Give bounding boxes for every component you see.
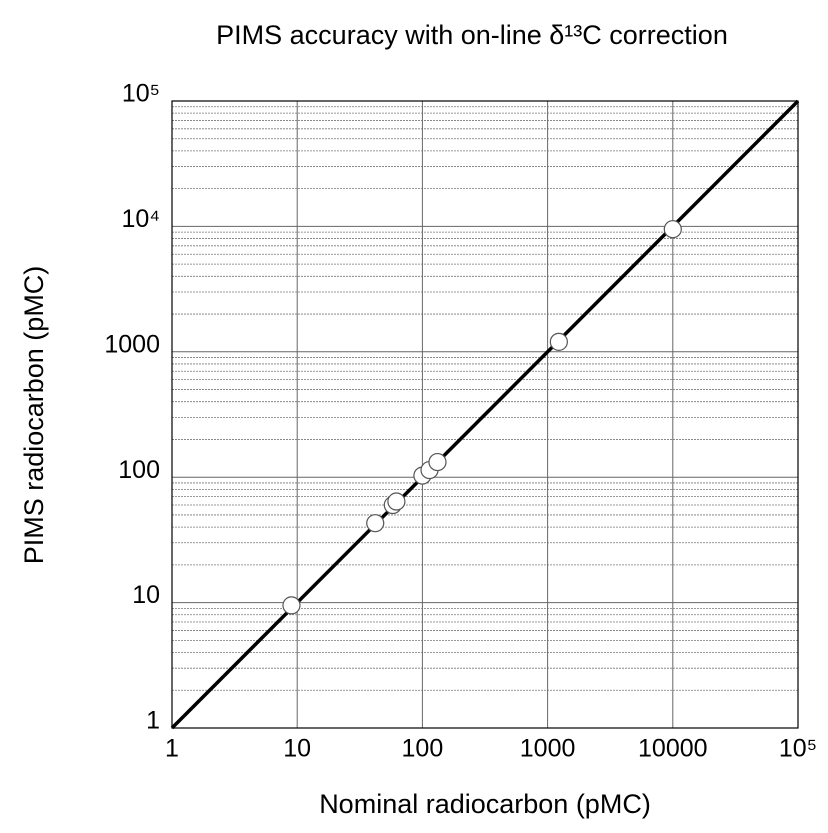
y-tick-label: 10: [132, 581, 160, 609]
y-tick-label: 10⁴: [121, 205, 160, 233]
x-axis-label: Nominal radiocarbon (pMC): [319, 789, 651, 819]
y-tick-label: 1000: [104, 330, 160, 358]
x-tick-label: 10⁵: [779, 735, 817, 763]
data-point: [428, 452, 447, 472]
x-tick-label: 1000: [520, 735, 576, 763]
data-point: [549, 332, 568, 351]
x-tick-label: 10000: [638, 735, 708, 763]
data-point: [366, 514, 385, 533]
chart-title: PIMS accuracy with on-line δ¹³C correcti…: [216, 20, 728, 50]
y-axis-label: PIMS radiocarbon (pMC): [19, 266, 49, 565]
data-point: [387, 492, 406, 511]
y-tick-label: 10⁵: [122, 80, 160, 108]
reference-line: [170, 99, 800, 730]
x-tick-label: 100: [402, 735, 444, 763]
x-tick-label: 1: [165, 735, 179, 763]
plot-frame: [171, 100, 799, 729]
data-point: [663, 220, 682, 239]
data-point: [282, 596, 301, 615]
y-tick-label: 100: [118, 456, 160, 484]
y-tick-label: 1: [146, 707, 160, 735]
x-tick-label: 10: [283, 735, 311, 763]
